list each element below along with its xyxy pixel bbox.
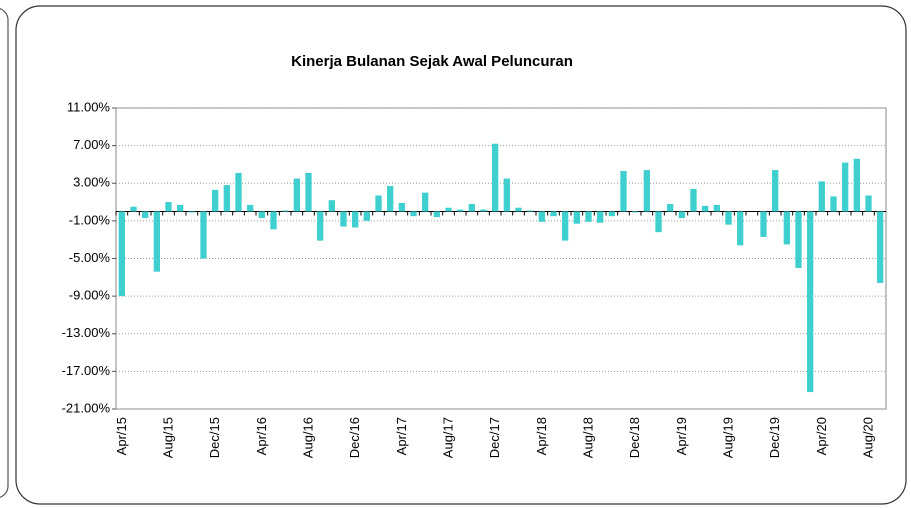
bar [363, 211, 370, 221]
bar [842, 162, 849, 212]
x-tick-label: Apr/16 [254, 417, 269, 455]
bar [340, 211, 347, 227]
bar [375, 195, 382, 212]
y-tick-label: -9.00% [69, 288, 111, 303]
bar [620, 171, 627, 212]
bar [690, 188, 697, 212]
bar [492, 143, 499, 212]
x-tick-label: Aug/19 [721, 417, 736, 458]
bar [503, 178, 510, 212]
y-tick-label: -13.00% [62, 325, 111, 340]
bar [667, 203, 674, 212]
x-tick-label: Dec/18 [627, 417, 642, 458]
side-panel [0, 8, 9, 498]
bar [457, 209, 464, 212]
chart-title: Kinerja Bulanan Sejak Awal Peluncuran [291, 53, 573, 70]
bar [643, 170, 650, 212]
bar [573, 211, 580, 224]
bar [538, 211, 545, 222]
x-tick-label: Apr/19 [674, 417, 689, 455]
bar [118, 211, 125, 297]
bar [305, 172, 312, 212]
bar [515, 207, 522, 212]
bar [632, 211, 639, 213]
bar [795, 211, 802, 268]
bar [387, 186, 394, 212]
x-tick-label: Aug/18 [581, 417, 596, 458]
x-tick-label: Aug/15 [161, 417, 176, 458]
bar [352, 211, 359, 228]
bar [760, 211, 767, 237]
bar [853, 158, 860, 212]
x-tick-label: Apr/15 [114, 417, 129, 455]
bar [725, 211, 732, 225]
bar [270, 211, 277, 230]
y-tick-label: -21.00% [62, 400, 111, 415]
bar [398, 203, 405, 212]
bar [130, 206, 137, 212]
x-tick-label: Dec/15 [207, 417, 222, 458]
bar [200, 211, 207, 259]
bar [480, 209, 487, 212]
y-tick-label: -1.00% [69, 212, 111, 227]
bar [562, 211, 569, 241]
bar [783, 211, 790, 245]
y-tick-label: -17.00% [62, 363, 111, 378]
bar [678, 211, 685, 219]
x-tick-label: Dec/16 [347, 417, 362, 458]
bar [258, 211, 265, 219]
bar [468, 203, 475, 212]
x-tick-label: Dec/17 [487, 417, 502, 458]
bar [235, 172, 242, 212]
bar [737, 211, 744, 246]
y-tick-label: 11.00% [67, 99, 111, 114]
x-tick-label: Apr/18 [534, 417, 549, 455]
bar [142, 211, 149, 219]
bar [818, 181, 825, 212]
x-tick-label: Dec/19 [767, 417, 782, 458]
bar [877, 211, 884, 283]
y-tick-label: 7.00% [73, 137, 110, 152]
bar [865, 195, 872, 212]
bar [223, 185, 230, 212]
bar [445, 207, 452, 212]
bar [422, 192, 429, 212]
x-tick-label: Aug/17 [441, 417, 456, 458]
bar [830, 196, 837, 212]
x-tick-label: Apr/20 [814, 417, 829, 455]
bar [807, 211, 814, 393]
bar [608, 211, 615, 217]
bar [293, 178, 300, 212]
bar [655, 211, 662, 233]
x-tick-label: Apr/17 [394, 417, 409, 455]
bar [597, 211, 604, 223]
bar [410, 211, 417, 217]
bar [702, 205, 709, 212]
bar [177, 204, 184, 212]
bar [212, 189, 219, 212]
bar [165, 202, 172, 212]
bar [550, 211, 557, 217]
x-tick-label: Aug/20 [861, 417, 876, 458]
bar [153, 211, 160, 272]
bar [247, 204, 254, 212]
panel [15, 5, 907, 505]
bar [328, 200, 335, 212]
bar [317, 211, 324, 241]
bar [527, 210, 534, 212]
bar [433, 211, 440, 218]
y-tick-label: 3.00% [73, 175, 110, 190]
bar [188, 211, 195, 213]
bar [713, 204, 720, 212]
bar [585, 211, 592, 222]
y-tick-label: -5.00% [69, 250, 111, 265]
x-tick-label: Aug/16 [301, 417, 316, 458]
bar [282, 210, 289, 212]
bar [772, 170, 779, 212]
